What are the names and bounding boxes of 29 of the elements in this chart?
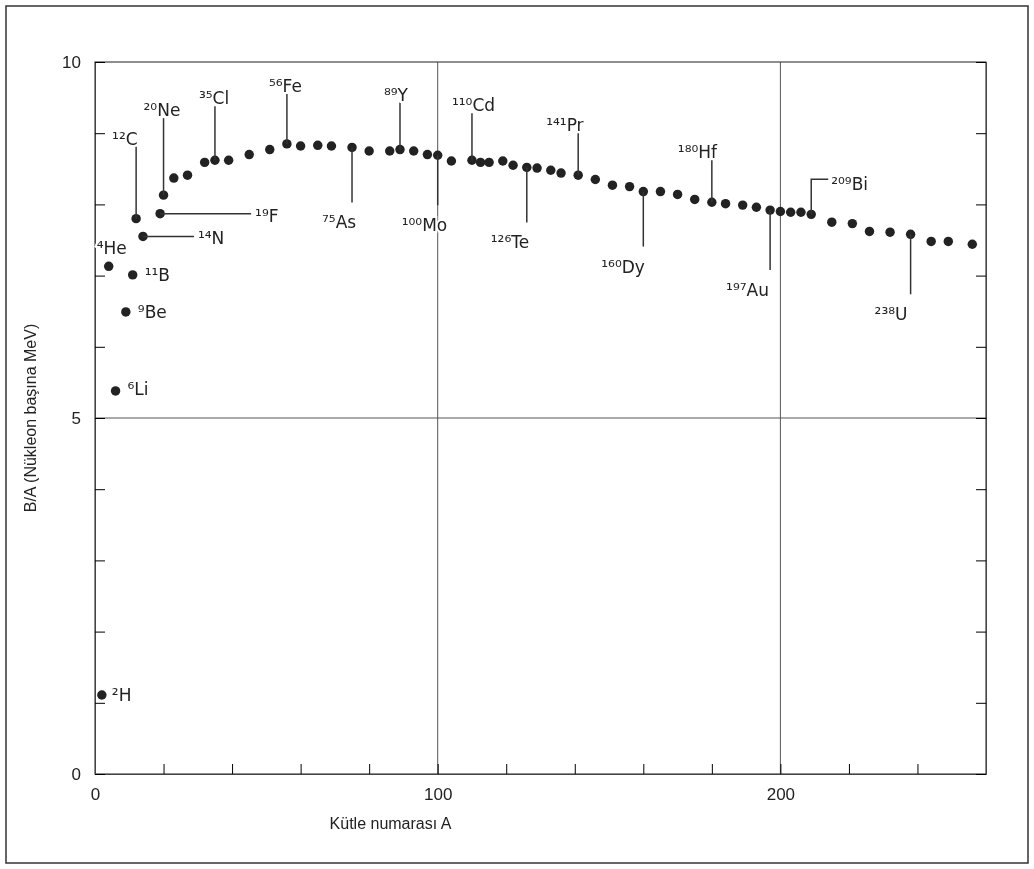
x-tick-label: 200 <box>766 785 796 805</box>
annotation: ⁷⁵As <box>322 212 357 233</box>
annotation: ⁹Be <box>137 301 167 322</box>
annotation: ¹²⁶Te <box>490 232 530 253</box>
y-axis-title: B/A (Nükleon başına MeV) <box>22 323 39 513</box>
annotation: ¹⁹⁷Au <box>726 280 769 301</box>
annotation: ²H <box>111 684 132 705</box>
annotation: ¹⁶⁰Dy <box>601 256 645 277</box>
annotation: ⁵⁶Fe <box>268 75 302 96</box>
y-tick-label: 10 <box>62 52 81 72</box>
annotation: ⁶Li <box>127 378 149 399</box>
annotation: ²⁰Ne <box>143 100 181 121</box>
annotation: ⁴He <box>96 238 127 259</box>
annotation: ²³⁸U <box>874 304 908 325</box>
annotation: ¹²C <box>112 128 138 149</box>
annotation: ¹⁹F <box>255 205 279 226</box>
annotation: ³⁵Cl <box>198 88 230 109</box>
annotation: ¹¹B <box>144 264 170 285</box>
annotation: ¹⁴N <box>197 228 225 249</box>
x-axis-title: Kütle numarası A <box>329 815 452 832</box>
annotation: ¹⁸⁰Hf <box>677 142 719 163</box>
x-tick-label: 0 <box>90 785 101 805</box>
annotation: ¹¹⁰Cd <box>451 95 496 116</box>
y-tick-label: 0 <box>71 764 81 784</box>
x-tick-label: 100 <box>424 785 453 805</box>
y-tick-label: 5 <box>71 408 81 428</box>
annotation: ²⁰⁹Bi <box>831 174 869 195</box>
annotation: ¹⁴¹Pr <box>546 115 584 136</box>
annotation: ⁸⁹Y <box>384 84 409 105</box>
